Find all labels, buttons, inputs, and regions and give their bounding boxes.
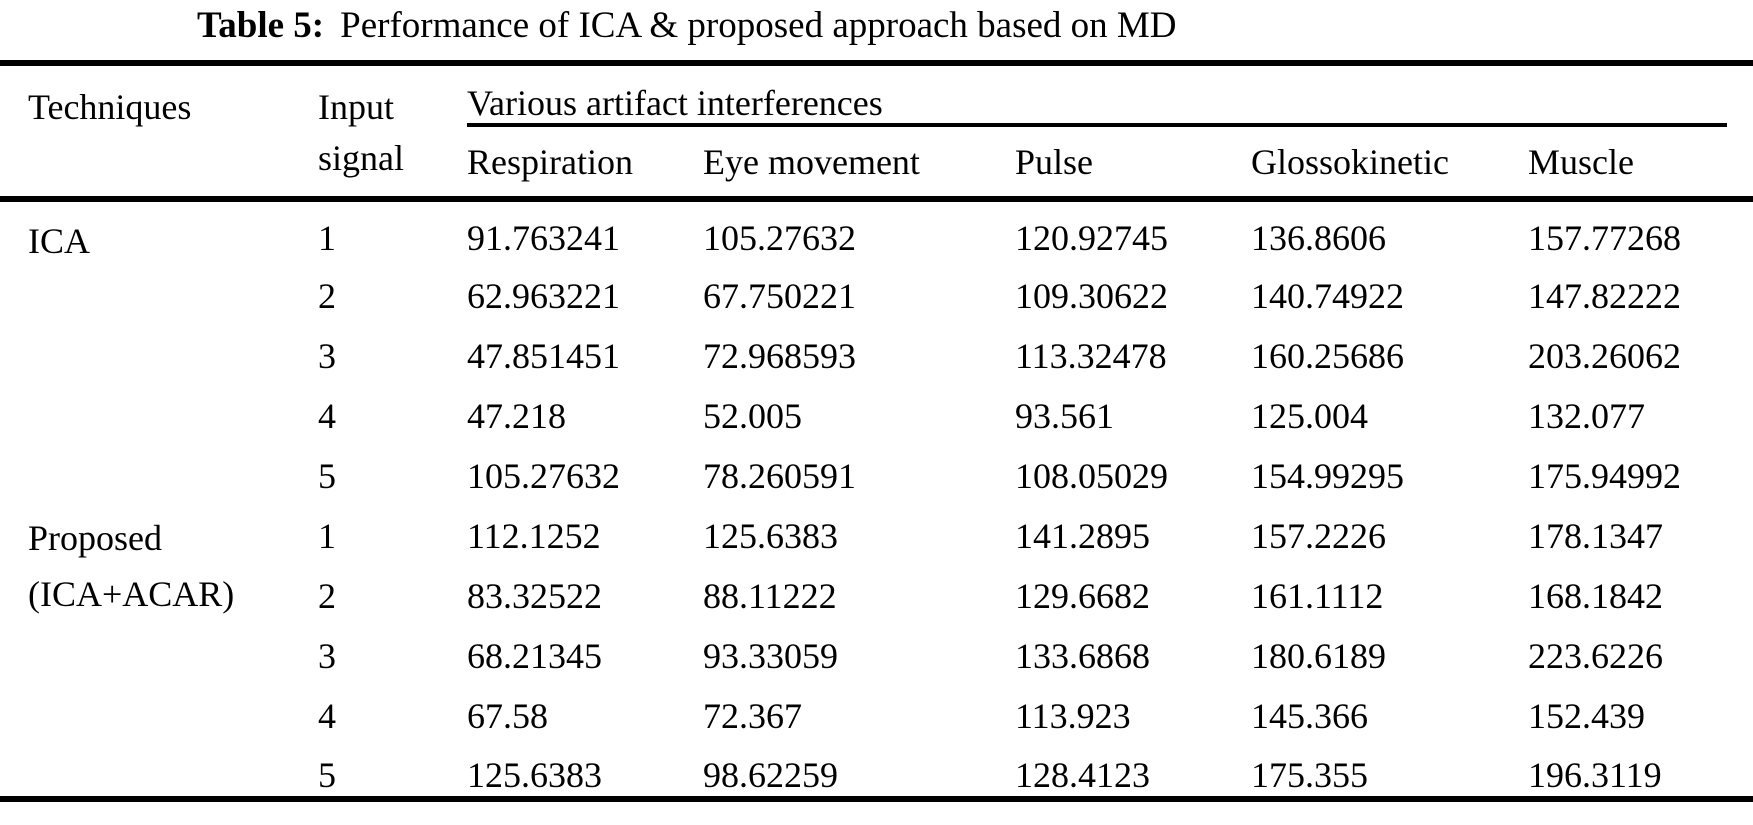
- input-signal-cell: 1: [318, 217, 336, 258]
- value-cell: 98.62259: [703, 754, 838, 795]
- value-cell: 91.763241: [467, 217, 620, 258]
- input-signal-cell: 4: [318, 696, 336, 736]
- value-cell: 136.8606: [1251, 217, 1386, 258]
- value-cell: 132.077: [1528, 396, 1645, 436]
- value-cell: 145.366: [1251, 696, 1368, 736]
- value-cell: 105.27632: [467, 456, 620, 496]
- table-row: 5 125.6383 98.62259 128.4123 175.355 196…: [0, 739, 1753, 799]
- value-cell: 108.05029: [1015, 456, 1168, 496]
- table-row: 3 47.851451 72.968593 113.32478 160.2568…: [0, 319, 1753, 379]
- value-cell: 113.923: [1015, 696, 1131, 736]
- value-cell: 157.77268: [1528, 217, 1681, 258]
- value-cell: 125.6383: [467, 754, 602, 795]
- value-cell: 154.99295: [1251, 456, 1404, 496]
- table-row: Proposed (ICA+ACAR) 1 112.1252 125.6383 …: [0, 499, 1753, 614]
- value-cell: 112.1252: [467, 516, 601, 556]
- artifact-group-underline: [467, 123, 1728, 127]
- value-cell: 93.33059: [703, 636, 838, 676]
- value-cell: 140.74922: [1251, 276, 1404, 316]
- group-header-artifacts: Various artifact interferences: [467, 63, 1753, 127]
- value-cell: 47.218: [467, 396, 566, 436]
- column-header-eye-movement: Eye movement: [703, 127, 1015, 202]
- value-cell: 175.355: [1251, 754, 1368, 795]
- table-row: 4 47.218 52.005 93.561 125.004 132.077: [0, 379, 1753, 439]
- value-cell: 93.561: [1015, 396, 1114, 436]
- value-cell: 52.005: [703, 396, 802, 436]
- value-cell: 133.6868: [1015, 636, 1150, 676]
- input-signal-cell: 1: [318, 516, 336, 556]
- input-signal-cell: 3: [318, 336, 336, 376]
- value-cell: 67.58: [467, 696, 548, 736]
- table-row: 3 68.21345 93.33059 133.6868 180.6189 22…: [0, 619, 1753, 679]
- table-caption-label: Table 5:: [197, 5, 325, 46]
- value-cell: 129.6682: [1015, 576, 1150, 616]
- table-row: 2 83.32522 88.11222 129.6682 161.1112 16…: [0, 559, 1753, 619]
- value-cell: 78.260591: [703, 456, 856, 496]
- value-cell: 125.004: [1251, 396, 1368, 436]
- value-cell: 203.26062: [1528, 336, 1681, 376]
- value-cell: 62.963221: [467, 276, 620, 316]
- value-cell: 72.968593: [703, 336, 856, 376]
- value-cell: 105.27632: [703, 217, 856, 258]
- value-cell: 147.82222: [1528, 276, 1681, 316]
- column-header-muscle: Muscle: [1528, 127, 1753, 202]
- table-caption-text: Performance of ICA & proposed approach b…: [340, 5, 1177, 46]
- value-cell: 47.851451: [467, 336, 620, 376]
- value-cell: 223.6226: [1528, 636, 1663, 676]
- value-cell: 141.2895: [1015, 516, 1150, 556]
- column-header-input-signal: Input signal: [318, 63, 467, 202]
- value-cell: 178.1347: [1528, 516, 1663, 556]
- value-cell: 125.6383: [703, 516, 838, 556]
- value-cell: 160.25686: [1251, 336, 1404, 376]
- technique-cell-ica: ICA: [28, 221, 90, 261]
- value-cell: 157.2226: [1251, 516, 1386, 556]
- input-signal-cell: 5: [318, 456, 336, 496]
- value-cell: 109.30622: [1015, 276, 1168, 316]
- technique-cell-proposed: Proposed (ICA+ACAR): [28, 518, 235, 614]
- value-cell: 180.6189: [1251, 636, 1386, 676]
- performance-table: Techniques Input signal Various artifact…: [0, 60, 1753, 802]
- column-header-glossokinetic: Glossokinetic: [1251, 127, 1528, 202]
- value-cell: 152.439: [1528, 696, 1645, 736]
- table-caption: Table 5: Performance of ICA & proposed ap…: [197, 4, 1177, 48]
- value-cell: 113.32478: [1015, 336, 1167, 376]
- value-cell: 67.750221: [703, 276, 856, 316]
- input-signal-cell: 2: [318, 576, 336, 616]
- value-cell: 196.3119: [1528, 754, 1662, 795]
- value-cell: 68.21345: [467, 636, 602, 676]
- input-signal-cell: 2: [318, 276, 336, 316]
- value-cell: 175.94992: [1528, 456, 1681, 496]
- table-row: ICA 1 91.763241 105.27632 120.92745 136.…: [0, 199, 1753, 262]
- table-row: 4 67.58 72.367 113.923 145.366 152.439: [0, 679, 1753, 739]
- input-signal-cell: 5: [318, 754, 336, 795]
- column-header-pulse: Pulse: [1015, 127, 1251, 202]
- value-cell: 120.92745: [1015, 217, 1168, 258]
- value-cell: 161.1112: [1251, 576, 1384, 616]
- value-cell: 83.32522: [467, 576, 602, 616]
- group-header-artifacts-label: Various artifact interferences: [467, 82, 883, 123]
- table-row: 2 62.963221 67.750221 109.30622 140.7492…: [0, 259, 1753, 319]
- value-cell: 168.1842: [1528, 576, 1663, 616]
- input-signal-cell: 4: [318, 396, 336, 436]
- input-signal-cell: 3: [318, 636, 336, 676]
- table-row: 5 105.27632 78.260591 108.05029 154.9929…: [0, 439, 1753, 499]
- value-cell: 72.367: [703, 696, 802, 736]
- value-cell: 88.11222: [703, 576, 837, 616]
- column-header-respiration: Respiration: [467, 127, 703, 202]
- value-cell: 128.4123: [1015, 754, 1150, 795]
- column-header-techniques: Techniques: [0, 63, 318, 202]
